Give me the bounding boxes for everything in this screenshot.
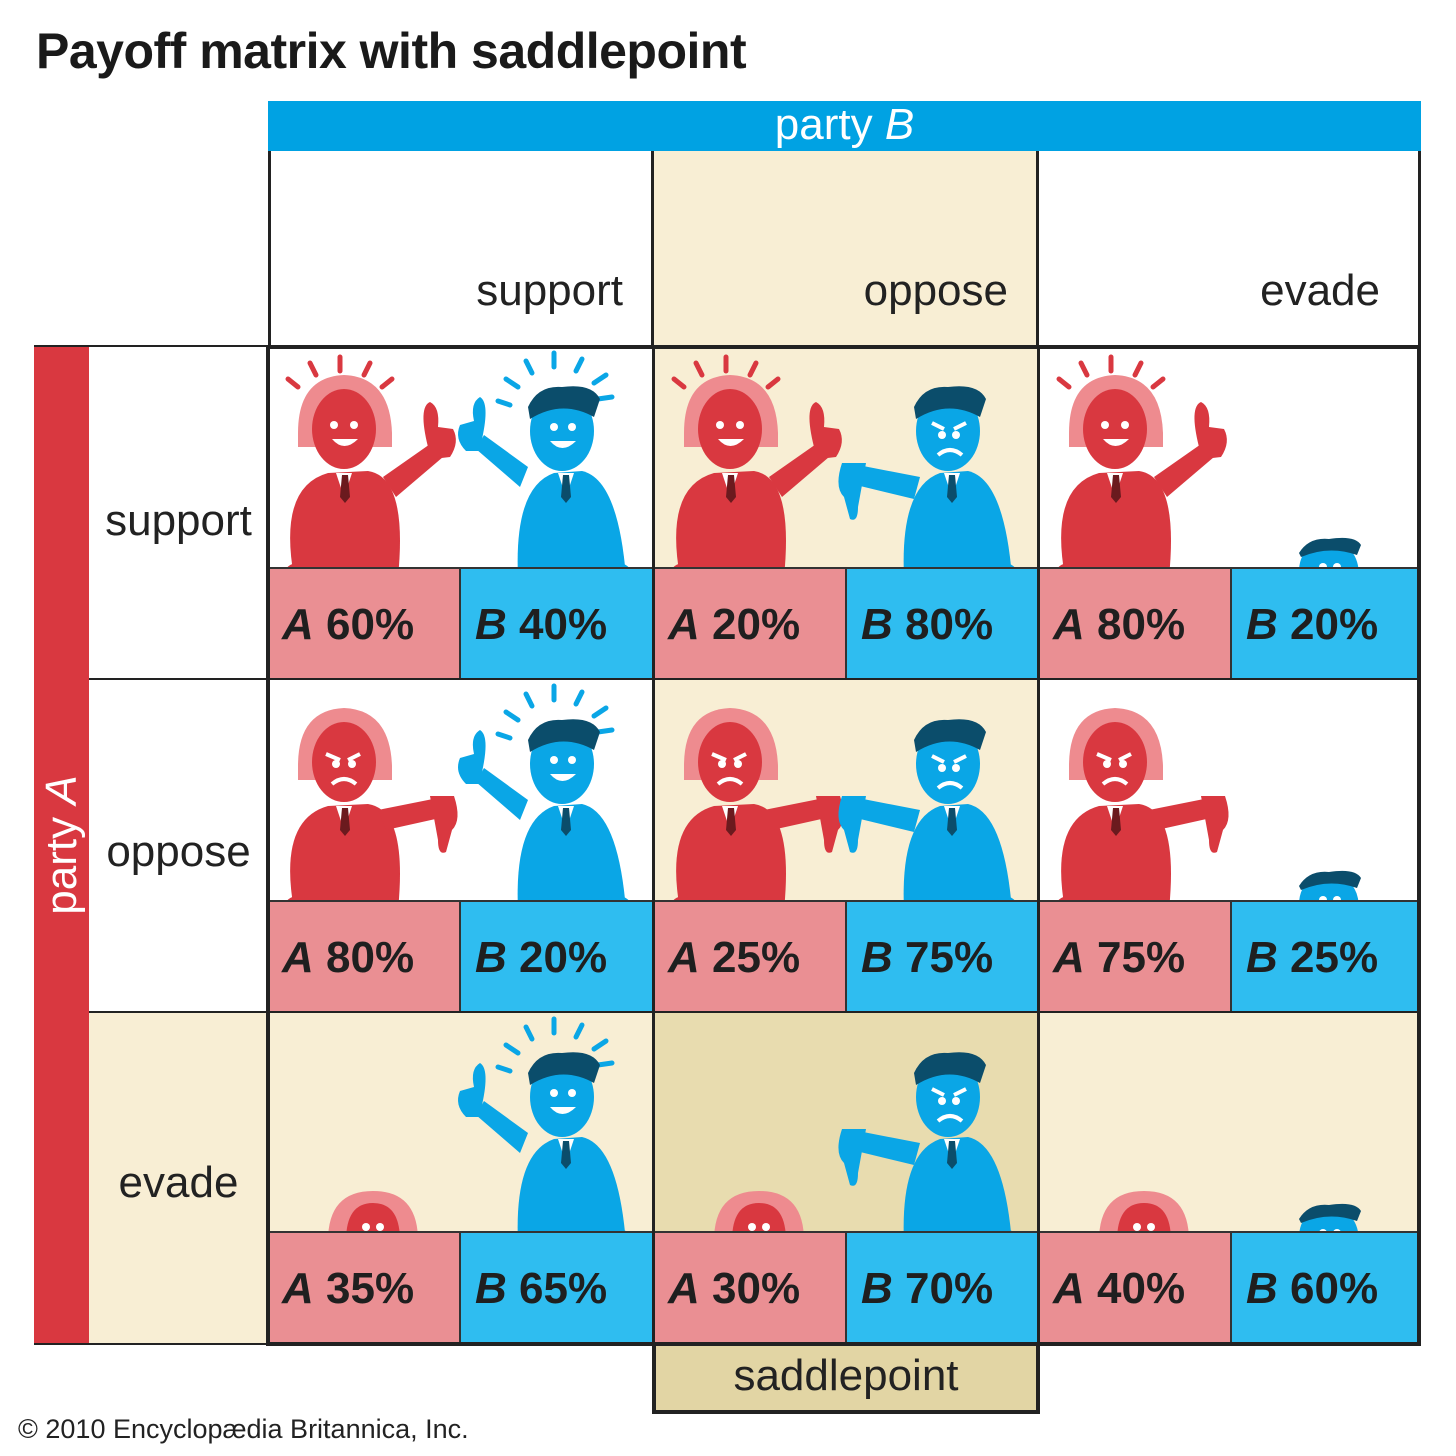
party-b-figure <box>838 386 1018 587</box>
cell-illustration <box>284 350 632 587</box>
divider <box>89 678 1421 680</box>
party-a-figure <box>1055 708 1229 920</box>
copyright: © 2010 Encyclopædia Britannica, Inc. <box>18 1414 469 1444</box>
party-b-payoff: B 70% <box>847 1231 1039 1343</box>
cell-illustration <box>284 683 632 920</box>
divider <box>1417 345 1421 1346</box>
divider <box>34 1343 268 1345</box>
cell-illustration <box>670 354 1018 587</box>
party-a-payoff: A 60% <box>268 567 461 679</box>
party-a-figure <box>670 354 842 587</box>
cell-illustration <box>1067 1191 1403 1255</box>
party-b-header: party B <box>268 101 1421 151</box>
divider <box>268 345 1421 349</box>
party-a-payoff: A 25% <box>654 900 847 1012</box>
cell-illustration <box>670 708 1018 920</box>
party-b-figure <box>458 350 632 587</box>
column-header-oppose: oppose <box>654 151 1039 346</box>
divider <box>1037 345 1040 1346</box>
saddlepoint-label: saddlepoint <box>652 1346 1040 1414</box>
party-a-payoff: A 40% <box>1039 1231 1232 1343</box>
party-b-figure <box>458 683 632 920</box>
row-label: evade <box>118 1158 239 1207</box>
row-header-support: support <box>89 346 268 679</box>
cell-oppose-oppose: A 25% B 75% <box>654 680 1039 1012</box>
party-b-payoff: B 65% <box>461 1231 654 1343</box>
column-label: support <box>476 266 623 315</box>
party-a-figure <box>1055 354 1227 587</box>
divider <box>268 1342 1421 1346</box>
party-b-payoff: B 20% <box>461 900 654 1012</box>
party-a-header: party A <box>34 346 89 1344</box>
cell-illustration <box>1055 708 1403 922</box>
cell-support-evade: A 80% B 20% <box>1039 347 1421 679</box>
party-a-payoff: A 35% <box>268 1231 461 1343</box>
party-b-figure <box>838 719 1018 920</box>
cell-support-oppose: A 20% B 80% <box>654 347 1039 679</box>
cell-illustration <box>682 1052 1018 1253</box>
row-header-oppose: oppose <box>89 679 268 1012</box>
party-a-label: party A <box>36 775 86 915</box>
party-a-payoff: A 75% <box>1039 900 1232 1012</box>
column-header-support: support <box>268 151 654 346</box>
party-b-payoff: B 60% <box>1232 1231 1421 1343</box>
party-a-payoff: A 20% <box>654 567 847 679</box>
party-b-payoff: B 25% <box>1232 900 1421 1012</box>
column-header-evade: evade <box>1039 151 1421 346</box>
party-b-payoff: B 80% <box>847 567 1039 679</box>
cell-illustration <box>296 1016 632 1253</box>
divider <box>34 345 268 347</box>
row-label: support <box>105 496 252 545</box>
divider <box>266 345 270 1346</box>
party-a-figure <box>670 708 844 920</box>
party-a-payoff: A 80% <box>268 900 461 1012</box>
cell-evade-evade: A 40% B 60% <box>1039 1013 1421 1343</box>
party-a-figure <box>284 354 456 587</box>
column-label: oppose <box>863 266 1008 315</box>
row-label: oppose <box>106 827 251 876</box>
cell-oppose-evade: A 75% B 25% <box>1039 680 1421 1012</box>
party-b-payoff: B 75% <box>847 900 1039 1012</box>
party-b-figure <box>458 1016 632 1253</box>
party-b-payoff: B 40% <box>461 567 654 679</box>
cell-illustration <box>1055 354 1403 589</box>
page-title: Payoff matrix with saddlepoint <box>36 23 747 79</box>
cell-oppose-support: A 80% B 20% <box>268 680 654 1012</box>
party-b-figure <box>838 1052 1018 1253</box>
cell-evade-support: A 35% B 65% <box>268 1013 654 1343</box>
divider <box>89 1011 1421 1013</box>
row-header-evade: evade <box>89 1012 268 1344</box>
party-a-payoff: A 30% <box>654 1231 847 1343</box>
party-b-payoff: B 20% <box>1232 567 1421 679</box>
cell-evade-oppose: A 30% B 70% <box>654 1013 1039 1343</box>
party-a-figure <box>284 708 458 920</box>
column-label: evade <box>1260 266 1380 315</box>
party-a-payoff: A 80% <box>1039 567 1232 679</box>
divider <box>652 345 655 1346</box>
cell-support-support: A 60% B 40% <box>268 347 654 679</box>
